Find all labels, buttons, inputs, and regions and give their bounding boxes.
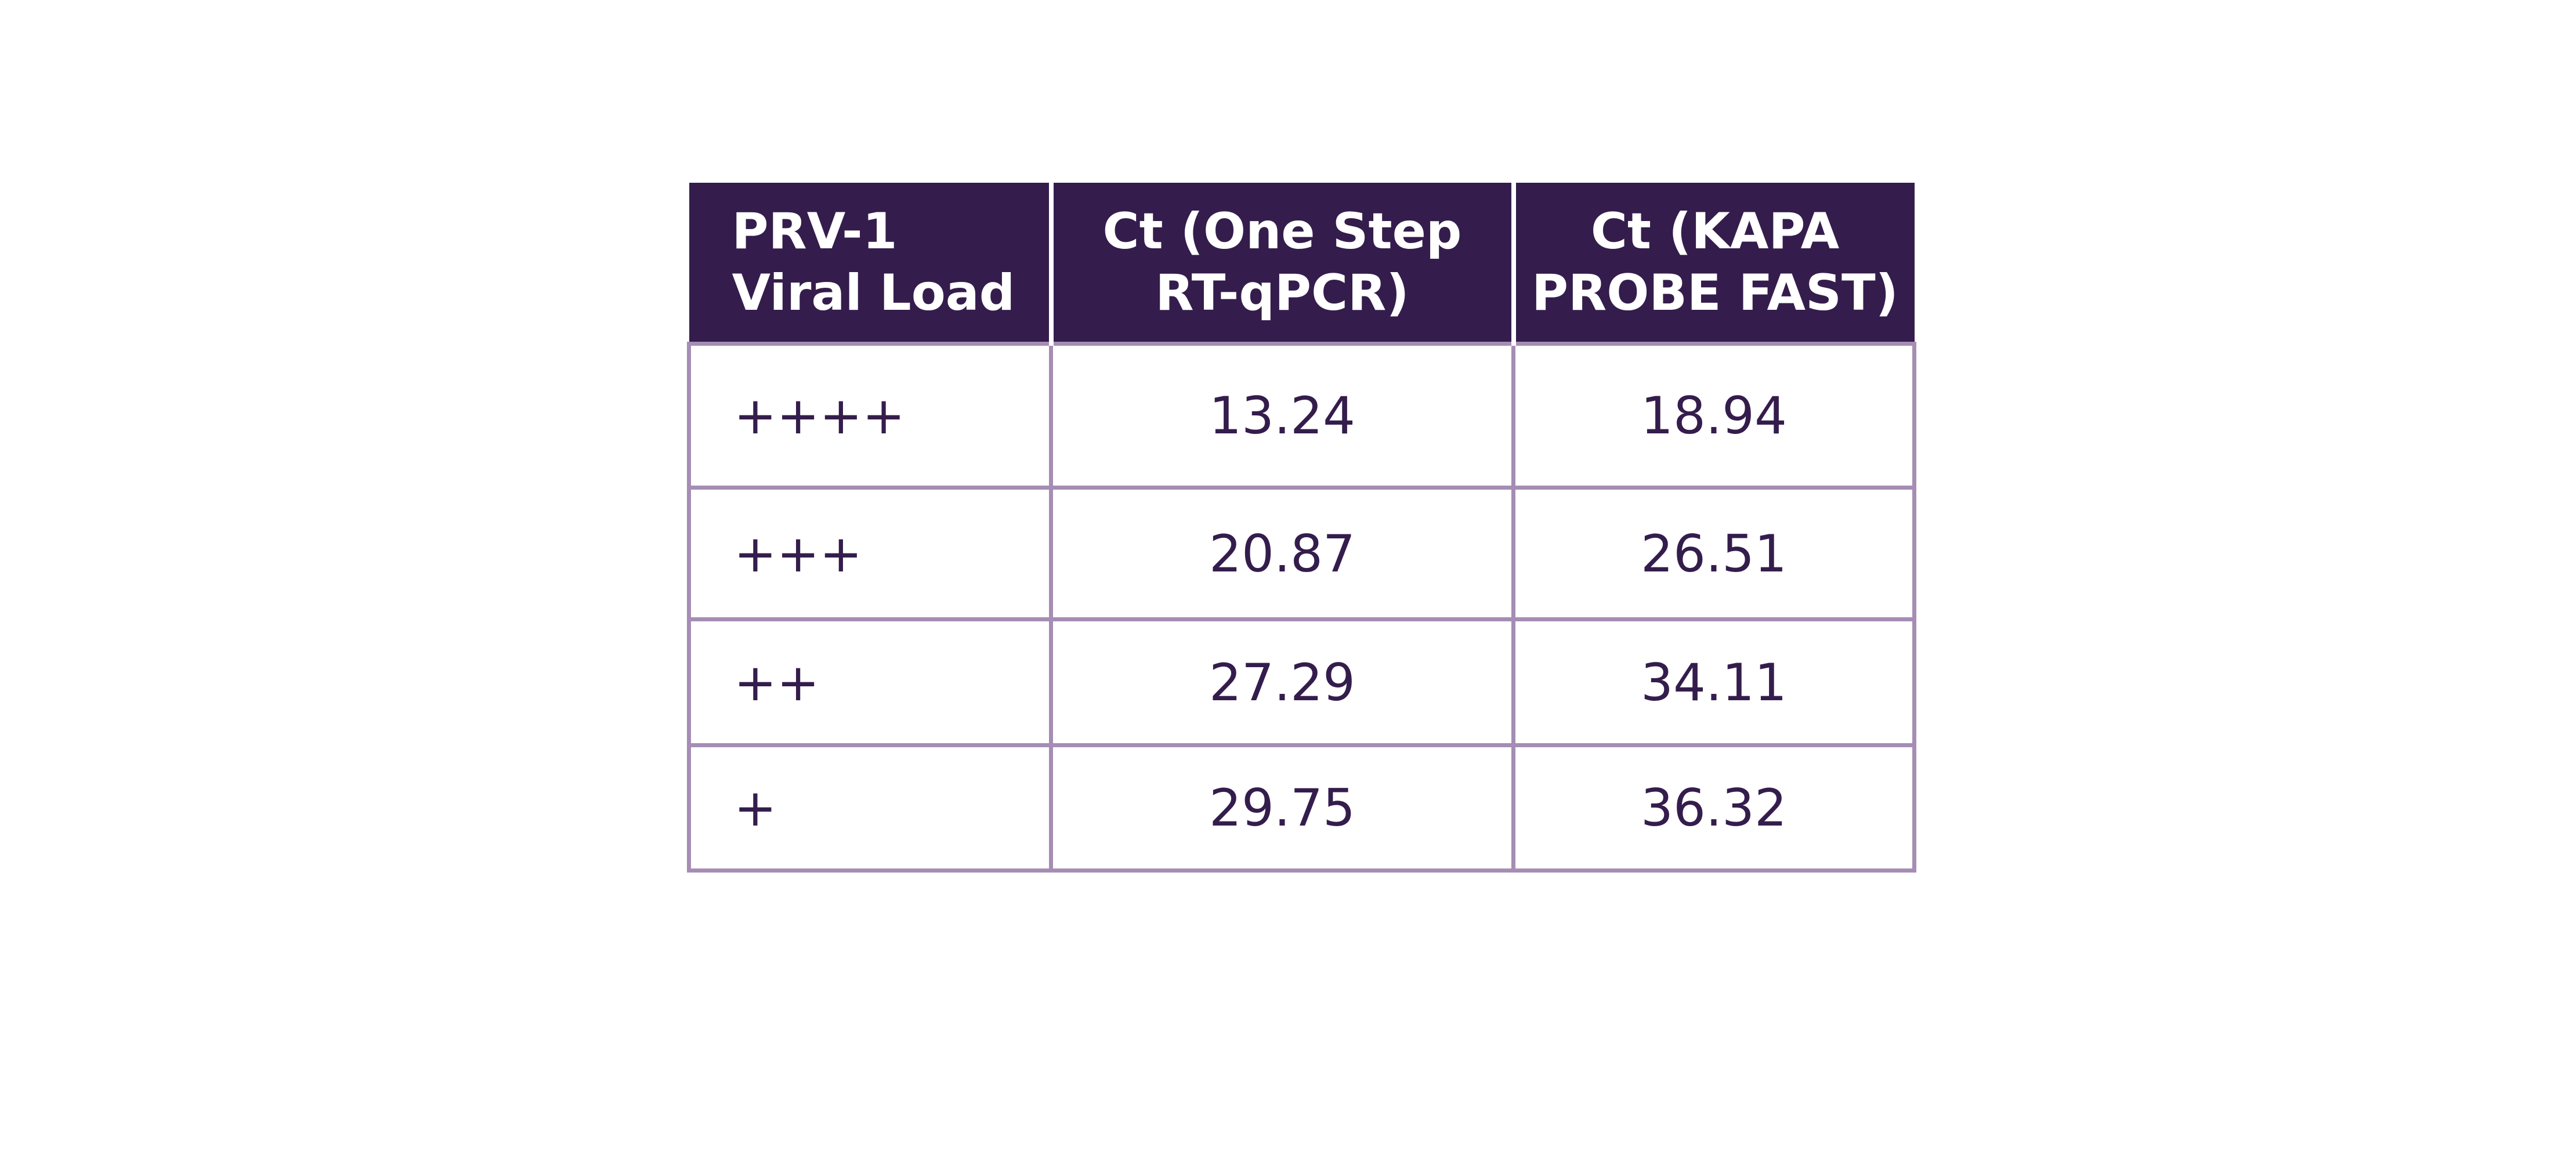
table-row: + 29.75 36.32 bbox=[687, 743, 1916, 873]
header-line: PROBE FAST) bbox=[1532, 264, 1898, 322]
header-ct-kapa: Ct (KAPA PROBE FAST) bbox=[1511, 183, 1915, 346]
table-row: ++++ 13.24 18.94 bbox=[687, 342, 1916, 490]
header-ct-one-step: Ct (One Step RT-qPCR) bbox=[1048, 183, 1516, 346]
ct-kapa-cell: 26.51 bbox=[1511, 486, 1916, 621]
viral-load-cell: ++ bbox=[687, 617, 1053, 747]
table-row: ++ 27.29 34.11 bbox=[687, 617, 1916, 747]
table-header-row: PRV-1 Viral Load Ct (One Step RT-qPCR) C… bbox=[689, 183, 1915, 346]
header-line: Viral Load bbox=[732, 264, 1015, 322]
ct-kapa-cell: 34.11 bbox=[1511, 617, 1916, 747]
viral-load-cell: + bbox=[687, 743, 1053, 873]
ct-kapa-cell: 36.32 bbox=[1511, 743, 1916, 873]
ct-one-step-cell: 29.75 bbox=[1049, 743, 1515, 873]
ct-one-step-cell: 13.24 bbox=[1049, 342, 1515, 490]
table-row: +++ 20.87 26.51 bbox=[687, 486, 1916, 621]
ct-one-step-cell: 20.87 bbox=[1049, 486, 1515, 621]
ct-one-step-cell: 27.29 bbox=[1049, 617, 1515, 747]
header-line: RT-qPCR) bbox=[1155, 264, 1409, 322]
header-line: Ct (KAPA bbox=[1590, 202, 1840, 260]
header-viral-load: PRV-1 Viral Load bbox=[689, 183, 1054, 346]
viral-load-cell: +++ bbox=[687, 486, 1053, 621]
ct-value-table: PRV-1 Viral Load Ct (One Step RT-qPCR) C… bbox=[687, 183, 1916, 873]
header-line: PRV-1 bbox=[732, 202, 898, 260]
ct-kapa-cell: 18.94 bbox=[1511, 342, 1916, 490]
header-line: Ct (One Step bbox=[1102, 202, 1462, 260]
viral-load-cell: ++++ bbox=[687, 342, 1053, 490]
